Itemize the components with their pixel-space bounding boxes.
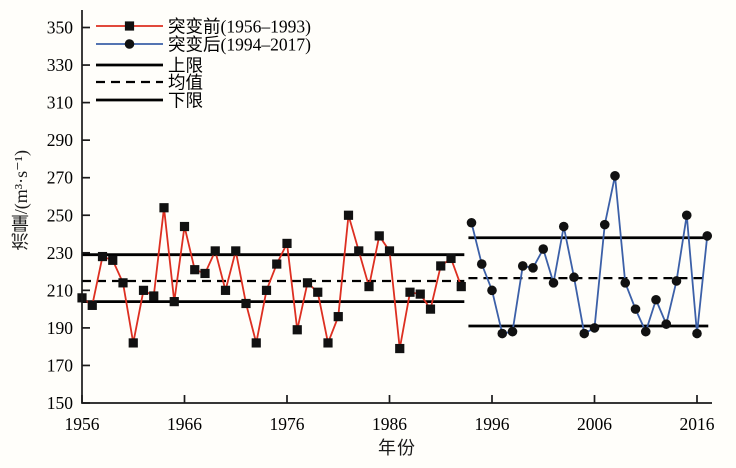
data-point-circle (640, 326, 651, 337)
data-point-square (190, 265, 200, 275)
data-point-square (231, 246, 241, 256)
data-point-square (210, 246, 220, 256)
series-pre-mutation (77, 203, 466, 354)
data-point-circle (507, 326, 518, 337)
data-point-square (97, 251, 108, 262)
x-tick-label: 1956 (65, 414, 100, 434)
data-point-square (333, 312, 343, 322)
data-point-square (169, 297, 179, 307)
data-point-square (425, 304, 436, 314)
data-point-square (302, 278, 313, 288)
data-point-circle (487, 285, 497, 296)
data-point-square (343, 210, 354, 220)
data-point-circle (497, 328, 508, 339)
data-point-square (446, 253, 456, 264)
data-point-square (220, 285, 231, 295)
data-point-square (159, 203, 169, 213)
y-tick-label: 270 (47, 168, 74, 188)
y-tick-label: 230 (47, 243, 74, 263)
data-point-square (323, 338, 333, 348)
data-point-circle (558, 221, 569, 232)
data-point-square (313, 287, 323, 297)
data-point-square (138, 285, 149, 295)
series-post-mutation (466, 171, 713, 339)
data-point-square (436, 261, 446, 271)
data-point-circle (692, 328, 702, 339)
y-tick-label: 350 (47, 18, 74, 38)
data-point-circle (538, 244, 549, 254)
data-point-circle (599, 219, 610, 230)
legend-item-2: 上限 (96, 56, 203, 76)
data-point-square (282, 238, 292, 249)
data-point-circle (528, 263, 538, 273)
data-point-circle (671, 276, 682, 286)
data-point-circle (681, 210, 692, 221)
data-point-square (261, 285, 272, 295)
data-point-square (118, 278, 128, 288)
data-point-circle (517, 261, 528, 271)
x-tick-label: 2016 (680, 414, 715, 434)
legend-label: 突变前(1956–1993) (168, 17, 311, 37)
data-point-square (179, 221, 190, 232)
legend-item-4: 下限 (96, 91, 203, 111)
data-point-square (354, 246, 364, 256)
legend-item-3: 均值 (96, 73, 203, 93)
x-tick-label: 1976 (270, 414, 305, 434)
y-tick-label: 290 (47, 130, 74, 150)
x-tick-label: 1996 (475, 414, 510, 434)
y-axis-title: 流量/(m³·s⁻¹) (11, 150, 31, 251)
y-tick-label: 210 (47, 280, 74, 300)
data-point-square (87, 300, 97, 310)
data-point-circle (589, 323, 600, 333)
data-point-circle (661, 319, 672, 329)
x-tick-label: 1986 (372, 414, 407, 434)
data-point-square (292, 325, 302, 335)
data-point-circle (466, 217, 477, 228)
x-tick-label: 1966 (167, 414, 202, 434)
axes: 150 170 190 210 230 250 270 290 310 330 350 1956 196… (47, 10, 715, 434)
data-point-square (364, 281, 374, 292)
y-tick-label: 190 (47, 318, 74, 338)
data-point-circle (651, 294, 661, 305)
data-point-circle (620, 278, 631, 288)
data-point-circle (476, 259, 487, 269)
data-point-circle (548, 278, 559, 288)
data-point-square (384, 246, 395, 256)
data-point-square (108, 255, 118, 265)
data-point-square (128, 338, 138, 348)
legend-item-0: 突变前(1956–1993) (96, 17, 311, 37)
data-point-square (456, 281, 466, 292)
data-point-square (272, 259, 282, 269)
data-point-square (200, 268, 210, 279)
x-tick-label: 2006 (577, 414, 612, 434)
data-point-square (241, 298, 251, 309)
legend-label: 上限 (168, 56, 203, 76)
y-tick-label: 310 (47, 93, 74, 113)
data-point-square (374, 231, 384, 241)
legend-label: 均值 (168, 73, 203, 93)
legend-label: 突变后(1994–2017) (168, 35, 311, 55)
legend-label: 下限 (168, 91, 203, 111)
data-point-circle (702, 231, 713, 241)
data-point-square (415, 289, 425, 299)
data-point-square (251, 338, 261, 348)
y-tick-label: 330 (47, 55, 74, 75)
data-point-circle (610, 171, 620, 181)
y-tick-label: 150 (47, 393, 74, 413)
legend-square-marker-icon (124, 21, 135, 31)
x-axis-title: 年份 (378, 438, 416, 458)
data-point-square (149, 291, 159, 301)
data-point-square (405, 287, 415, 297)
legend-circle-marker-icon (124, 39, 135, 49)
y-tick-label: 250 (47, 205, 74, 225)
legend-item-1: 突变后(1994–2017) (96, 35, 311, 55)
data-point-circle (579, 328, 590, 339)
data-point-circle (630, 304, 641, 314)
y-tick-label: 170 (47, 355, 74, 375)
data-point-square (395, 343, 405, 354)
data-point-circle (569, 272, 579, 283)
